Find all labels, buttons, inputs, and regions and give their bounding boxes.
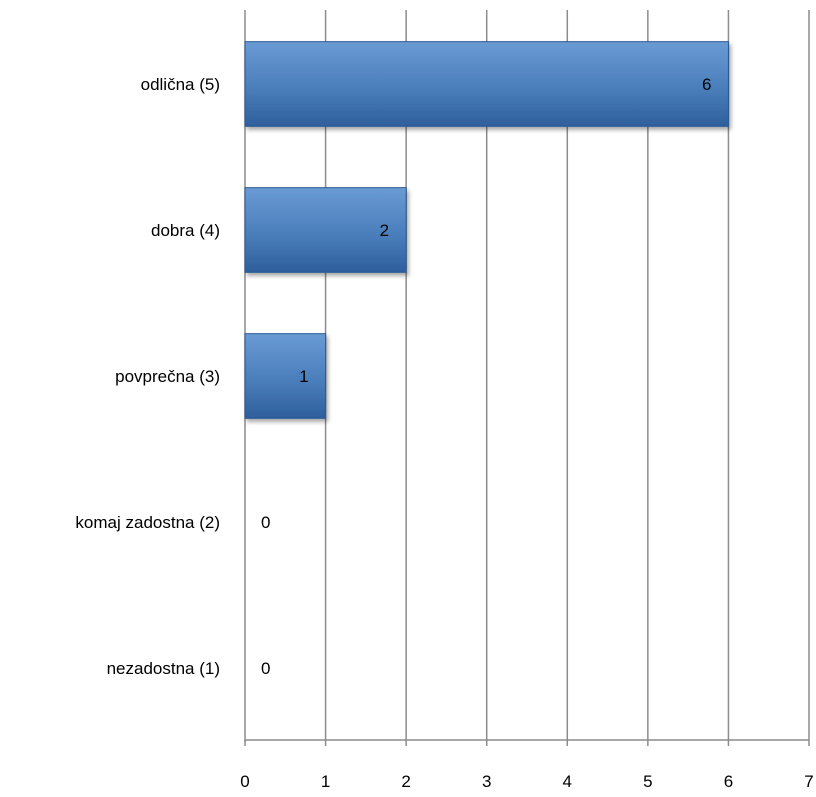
category-label: dobra (4): [151, 221, 220, 240]
data-label: 6: [702, 75, 711, 94]
x-tick-label: 1: [321, 772, 330, 791]
data-label: 0: [261, 659, 270, 678]
x-tick-label: 0: [240, 772, 249, 791]
category-label: nezadostna (1): [107, 659, 220, 678]
category-label: komaj zadostna (2): [75, 513, 220, 532]
x-tick-label: 2: [401, 772, 410, 791]
labels: 0 1 2 3 4 5 6 7 nezadostna (1) 0 komaj zadostna (2…: [75, 75, 813, 791]
bar: [244, 41, 729, 127]
x-tick-label: 4: [563, 772, 572, 791]
bar: [244, 187, 407, 273]
x-tick-label: 5: [643, 772, 652, 791]
category-label: odlična (5): [141, 75, 220, 94]
data-label: 1: [299, 367, 308, 386]
gridlines: [324, 10, 810, 740]
data-label: 0: [261, 513, 270, 532]
x-tick-label: 7: [804, 772, 813, 791]
data-label: 2: [380, 221, 389, 240]
bars: [244, 41, 729, 419]
x-tick-label: 3: [482, 772, 491, 791]
category-label: povprečna (3): [115, 367, 220, 386]
bar: [244, 333, 327, 419]
x-tick-label: 6: [724, 772, 733, 791]
